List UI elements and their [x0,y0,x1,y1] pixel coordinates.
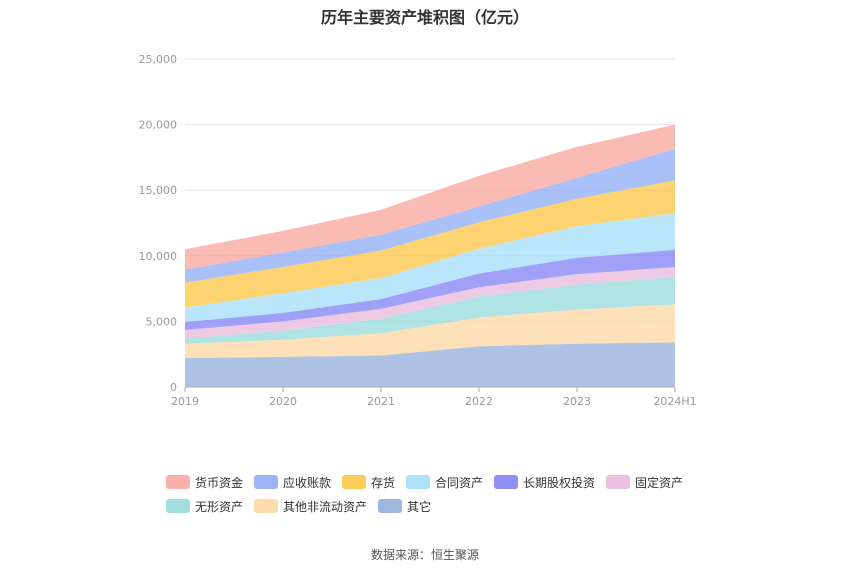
legend-label: 存货 [371,475,396,490]
legend-item[interactable]: 固定资产 [606,474,683,490]
area-series-0 [185,342,675,387]
chart-title: 历年主要资产堆积图（亿元） [320,8,529,27]
legend-label: 无形资产 [195,499,244,514]
x-tick-label: 2022 [465,395,493,408]
x-tick-label: 2021 [367,395,395,408]
y-tick-label: 0 [170,381,177,394]
legend-item[interactable]: 其它 [378,498,431,514]
legend-item[interactable]: 货币资金 [166,474,243,490]
y-tick-label: 15,000 [139,184,178,197]
legend-label: 应收账款 [283,475,332,490]
legend-item[interactable]: 应收账款 [254,474,331,490]
legend-label: 固定资产 [635,475,684,490]
x-tick-label: 2019 [171,395,199,408]
legend-label: 其他非流动资产 [283,499,368,514]
y-tick-label: 20,000 [139,119,178,132]
legend-swatch [166,499,190,513]
area-series-2 [185,276,675,344]
legend-label: 合同资产 [435,475,484,490]
legend-swatch [254,475,278,489]
x-tick-label: 2024H1 [653,395,696,408]
legend-item[interactable]: 其他非流动资产 [254,498,367,514]
y-tick-label: 10,000 [139,250,178,263]
y-tick-label: 5,000 [146,315,178,328]
legend-swatch [406,475,430,489]
area-series-5 [185,213,675,323]
legend-label: 其它 [407,499,432,514]
legend-swatch [254,499,278,513]
legend-item[interactable]: 无形资产 [166,498,243,514]
area-series [185,124,675,387]
x-tick-label: 2023 [563,395,591,408]
area-series-1 [185,304,675,359]
legend-item[interactable]: 合同资产 [406,474,483,490]
area-series-3 [185,266,675,339]
area-series-6 [185,180,675,308]
legend-swatch [494,475,518,489]
y-tick-label: 25,000 [139,53,178,66]
legend-item[interactable]: 长期股权投资 [494,474,595,490]
source-note: 数据来源：恒生聚源 [370,548,479,562]
legend-item[interactable]: 存货 [342,474,395,490]
legend-label: 长期股权投资 [523,475,596,490]
area-series-4 [185,249,675,330]
legend-label: 货币资金 [195,475,244,490]
legend-swatch [342,475,366,489]
area-series-7 [185,148,675,283]
legend-swatch [166,475,190,489]
axes: 0 5,000 10,000 15,000 20,000 25,000 2019 2020 20… [139,53,697,408]
legend-swatch [378,499,402,513]
x-tick-label: 2020 [269,395,297,408]
legend-swatch [606,475,630,489]
area-series-8 [185,124,675,270]
